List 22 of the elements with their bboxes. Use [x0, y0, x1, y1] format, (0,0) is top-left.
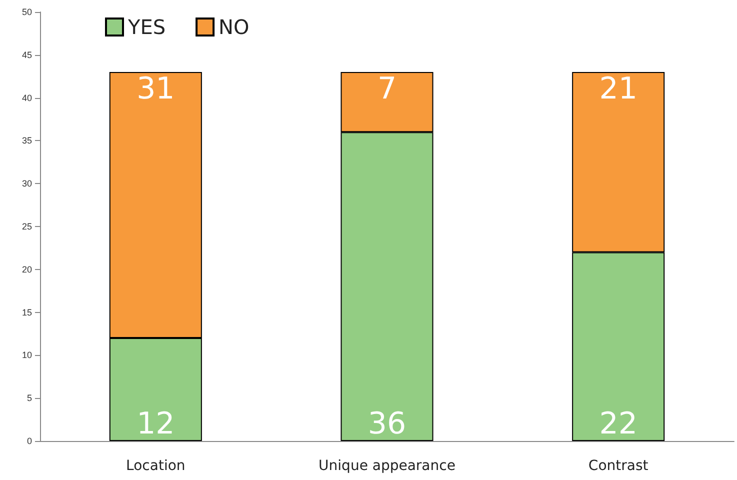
data-label: 31: [136, 72, 175, 107]
y-tick-label: 25: [22, 222, 32, 232]
y-tick-label: 45: [22, 50, 32, 60]
y-tick-label: 20: [22, 264, 32, 274]
y-tick-label: 50: [22, 7, 32, 17]
data-label: 12: [136, 406, 175, 442]
y-tick-label: 0: [26, 436, 32, 446]
y-tick-label: 5: [26, 393, 32, 404]
data-label: 7: [377, 72, 397, 107]
y-tick-label: 15: [22, 307, 32, 318]
legend-label: NO: [218, 15, 250, 39]
y-tick-label: 30: [22, 178, 32, 189]
data-label: 22: [599, 406, 638, 442]
x-tick-label: Unique appearance: [318, 458, 456, 474]
data-label: 21: [599, 72, 638, 107]
x-tick-label: Contrast: [588, 458, 649, 474]
x-tick-label: Location: [126, 458, 186, 474]
legend-label: YES: [127, 15, 166, 39]
y-tick-label: 35: [22, 136, 32, 146]
y-tick-label: 10: [22, 350, 32, 360]
data-label: 36: [368, 406, 406, 442]
y-tick-label: 40: [22, 92, 32, 103]
